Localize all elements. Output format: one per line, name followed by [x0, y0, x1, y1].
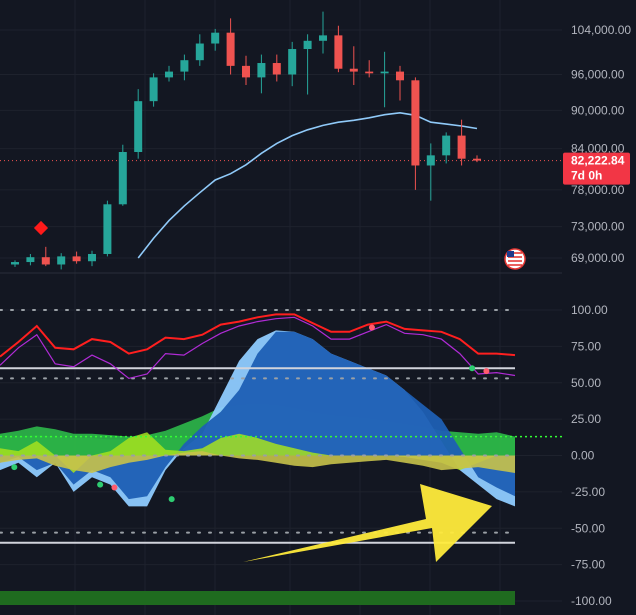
- candle-body[interactable]: [272, 63, 281, 75]
- candle-body[interactable]: [211, 32, 220, 44]
- candle-body[interactable]: [319, 35, 327, 41]
- price-pane[interactable]: [0, 11, 562, 270]
- candle-body[interactable]: [57, 256, 66, 265]
- candle-body[interactable]: [303, 40, 312, 50]
- last-price-tag-bg: [563, 152, 630, 185]
- price-tick-label: 90,000.00: [571, 103, 625, 117]
- osc-tick-label: -75.00: [571, 558, 605, 572]
- candle-body[interactable]: [195, 43, 204, 61]
- candle-body[interactable]: [134, 101, 143, 153]
- us-flag-icon[interactable]: [504, 248, 526, 270]
- signal-dot[interactable]: [469, 365, 476, 372]
- signal-dot[interactable]: [368, 324, 375, 331]
- candle-body[interactable]: [11, 262, 19, 265]
- candle-body[interactable]: [457, 135, 466, 159]
- osc-tick-label: -50.00: [571, 521, 605, 535]
- candle-body[interactable]: [411, 80, 420, 166]
- candle-body[interactable]: [103, 204, 112, 254]
- candle-body[interactable]: [334, 35, 343, 69]
- purple-oscillator-line[interactable]: [0, 316, 516, 380]
- candle-body[interactable]: [26, 257, 35, 263]
- price-axis[interactable]: 104,000.00 96,000.00 90,000.00 84,000.00 78,…: [563, 23, 631, 608]
- osc-tick-label: 0.00: [571, 449, 595, 463]
- candle-body[interactable]: [365, 71, 374, 74]
- candle-body[interactable]: [88, 253, 96, 262]
- last-price-value: 82,222.84: [571, 154, 625, 168]
- osc-series-group: [0, 309, 562, 605]
- candle-body[interactable]: [288, 49, 297, 75]
- candle-body[interactable]: [257, 63, 266, 78]
- candle-body[interactable]: [72, 256, 81, 262]
- candle-body[interactable]: [149, 77, 158, 102]
- yellow-wave-area[interactable]: [0, 451, 515, 473]
- candle-body[interactable]: [41, 257, 50, 265]
- lime-wave-area[interactable]: [0, 432, 515, 473]
- moving-average-line: [137, 111, 478, 259]
- candle-body[interactable]: [226, 32, 235, 66]
- oscillator-pane[interactable]: [0, 309, 562, 605]
- signal-dot[interactable]: [97, 481, 104, 488]
- price-tick-label: 104,000.00: [571, 23, 631, 37]
- candle-body[interactable]: [380, 71, 389, 74]
- osc-tick-label: 25.00: [571, 412, 601, 426]
- candle-body[interactable]: [349, 68, 358, 72]
- signal-dot[interactable]: [483, 368, 490, 375]
- candle-body[interactable]: [242, 65, 250, 78]
- price-tick-label: 84,000.00: [571, 142, 625, 156]
- osc-tick-label: -100.00: [571, 594, 612, 608]
- yellow-arrow-annotation[interactable]: [243, 484, 492, 562]
- candle-body[interactable]: [180, 60, 189, 72]
- candle-body[interactable]: [118, 152, 127, 205]
- candle-body[interactable]: [396, 71, 404, 81]
- price-tick-label: 69,000.00: [571, 251, 625, 265]
- signal-dot[interactable]: [11, 464, 18, 471]
- osc-tick-label: 50.00: [571, 376, 601, 390]
- osc-tick-label: -25.00: [571, 485, 605, 499]
- candle-body[interactable]: [426, 155, 435, 166]
- price-series-group: [0, 11, 562, 270]
- signal-dot[interactable]: [168, 496, 175, 503]
- candle-body[interactable]: [473, 158, 481, 161]
- candle-body[interactable]: [442, 135, 451, 156]
- red-oscillator-line[interactable]: [0, 313, 516, 358]
- countdown-label: 7d 0h: [571, 169, 602, 183]
- us-flag-canton: [507, 251, 514, 257]
- osc-tick-label: 100.00: [571, 303, 608, 317]
- price-tick-label: 96,000.00: [571, 67, 625, 81]
- price-tick-label: 78,000.00: [571, 183, 625, 197]
- signal-dot[interactable]: [111, 484, 118, 491]
- candle-body[interactable]: [165, 71, 173, 78]
- price-tick-label: 73,000.00: [571, 220, 625, 234]
- osc-tick-label: 75.00: [571, 339, 601, 353]
- bottom-green-band: [0, 591, 515, 605]
